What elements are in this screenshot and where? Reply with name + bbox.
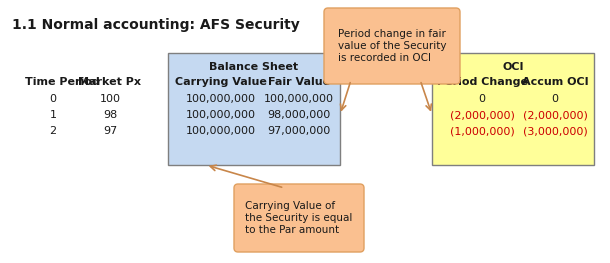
Text: Carrying Value of
the Security is equal
to the Par amount: Carrying Value of the Security is equal …	[245, 201, 353, 235]
Text: Accum OCI: Accum OCI	[522, 77, 589, 87]
FancyBboxPatch shape	[234, 184, 364, 252]
Text: OCI: OCI	[502, 62, 524, 72]
Text: (3,000,000): (3,000,000)	[523, 126, 587, 136]
FancyBboxPatch shape	[432, 53, 594, 165]
Text: 1: 1	[49, 110, 57, 120]
Text: Time Period: Time Period	[25, 77, 100, 87]
FancyBboxPatch shape	[324, 8, 460, 84]
Text: 97: 97	[103, 126, 117, 136]
Text: 97,000,000: 97,000,000	[267, 126, 331, 136]
Text: 98: 98	[103, 110, 117, 120]
Text: (1,000,000): (1,000,000)	[450, 126, 515, 136]
Text: Period change in fair
value of the Security
is recorded in OCI: Period change in fair value of the Secur…	[338, 29, 447, 63]
Text: 100,000,000: 100,000,000	[186, 126, 256, 136]
Text: 98,000,000: 98,000,000	[267, 110, 331, 120]
Text: 2: 2	[49, 126, 57, 136]
Text: 0: 0	[479, 94, 486, 104]
Text: 0: 0	[551, 94, 559, 104]
Text: 1.1 Normal accounting: AFS Security: 1.1 Normal accounting: AFS Security	[12, 18, 300, 32]
Text: (2,000,000): (2,000,000)	[450, 110, 515, 120]
Text: Fair Value: Fair Value	[268, 77, 330, 87]
Text: Market Px: Market Px	[79, 77, 142, 87]
FancyBboxPatch shape	[168, 53, 340, 165]
Text: 100,000,000: 100,000,000	[186, 110, 256, 120]
Text: (2,000,000): (2,000,000)	[523, 110, 587, 120]
Text: 100,000,000: 100,000,000	[264, 94, 334, 104]
Text: 100,000,000: 100,000,000	[186, 94, 256, 104]
Text: Carrying Value: Carrying Value	[176, 77, 267, 87]
Text: Balance Sheet: Balance Sheet	[209, 62, 298, 72]
Text: Period Change: Period Change	[437, 77, 528, 87]
Text: 100: 100	[99, 94, 121, 104]
Text: 0: 0	[49, 94, 57, 104]
